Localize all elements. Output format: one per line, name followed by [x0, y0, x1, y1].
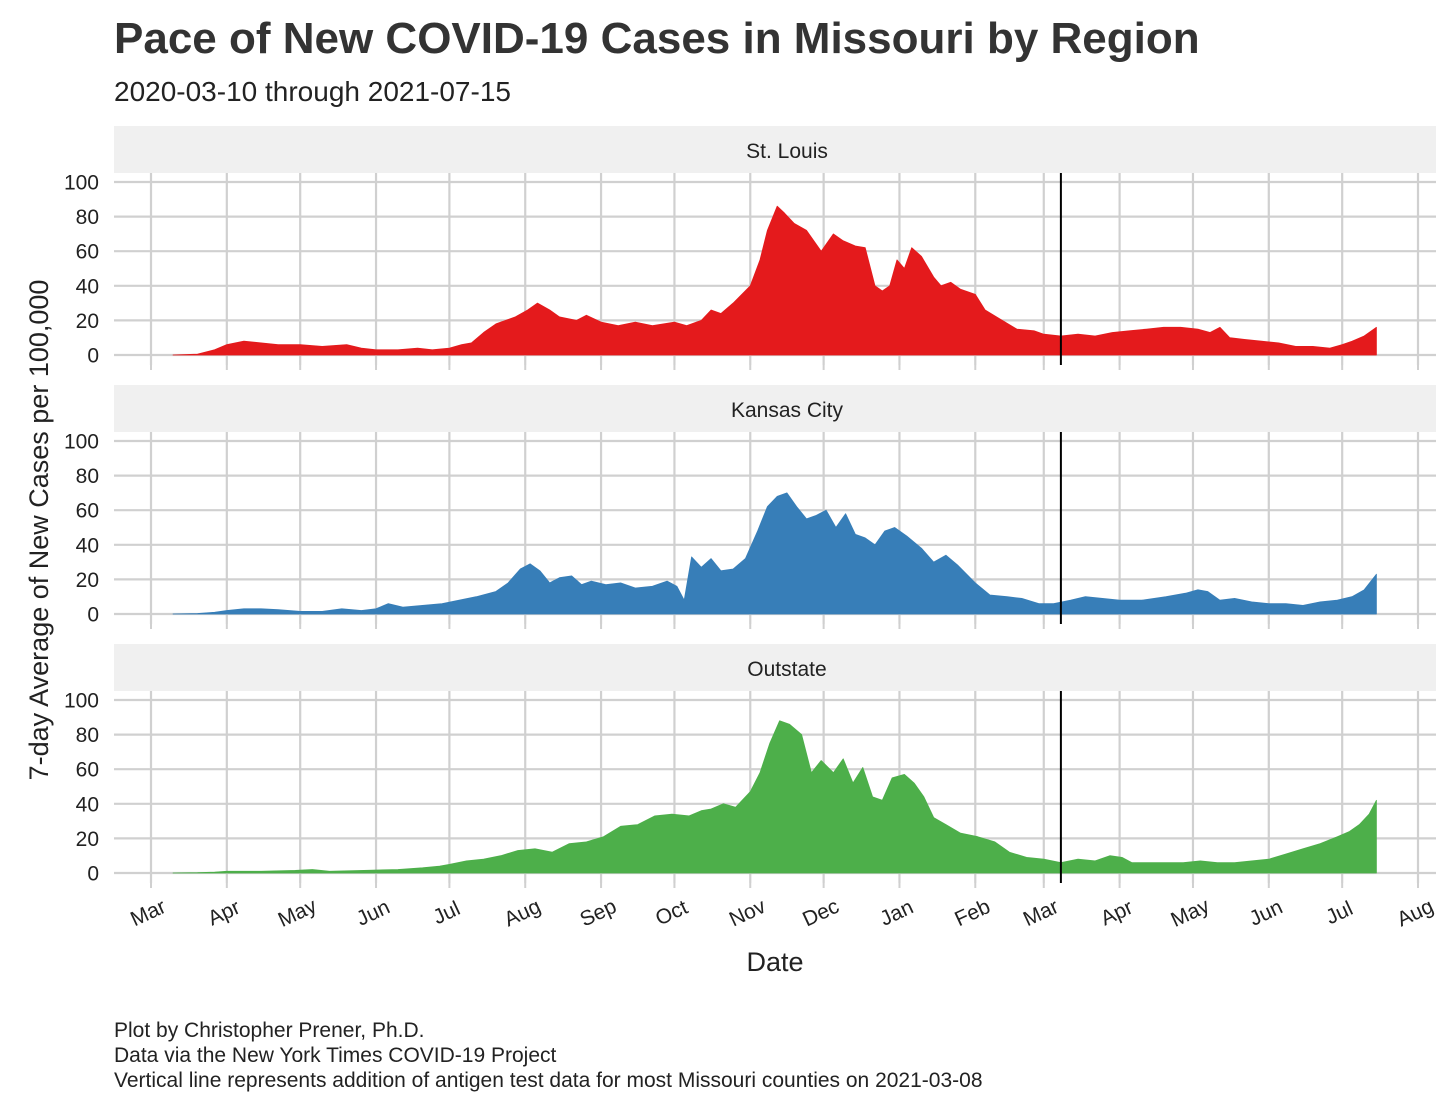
x-tick-label: May	[1167, 894, 1213, 932]
y-tick-label: 60	[76, 500, 99, 523]
x-tick-label: Aug	[501, 895, 545, 932]
x-tick-label: Jan	[877, 896, 917, 931]
y-tick-label: 40	[76, 275, 99, 298]
y-tick-label: 60	[76, 241, 99, 264]
x-tick-label: Jun	[353, 896, 393, 931]
chart-caption: Plot by Christopher Prener, Ph.D. Data v…	[114, 1018, 983, 1093]
y-tick-label: 20	[76, 569, 99, 592]
caption-line-author: Plot by Christopher Prener, Ph.D.	[114, 1019, 425, 1042]
chart-title: Pace of New COVID-19 Cases in Missouri b…	[114, 14, 1200, 63]
y-tick-label: 40	[76, 793, 99, 816]
x-tick-label: May	[275, 894, 321, 932]
x-tick-label: Apr	[1097, 896, 1136, 931]
x-tick-label: Jun	[1246, 896, 1286, 931]
facet-strip	[114, 644, 1436, 691]
y-tick-label: 100	[64, 431, 99, 454]
y-tick-label: 100	[64, 172, 99, 195]
panel-outstate: Outstate 0 20 40 60 80 100	[64, 644, 1436, 888]
y-tick-label: 80	[76, 465, 99, 488]
x-tick-label: Feb	[951, 895, 994, 931]
x-tick-label: Mar	[1020, 895, 1063, 931]
y-tick-label: 40	[76, 534, 99, 557]
y-tick-label: 100	[64, 690, 99, 713]
y-axis-title: 7-day Average of New Cases per 100,000	[24, 280, 54, 781]
y-tick-label: 80	[76, 206, 99, 229]
chart-subtitle: 2020-03-10 through 2021-07-15	[114, 76, 511, 107]
chart-svg: St. Louis 0 20 40 60 80 100 Kansas City 0 20 40 60 8…	[24, 126, 1437, 977]
x-tick-label: Aug	[1393, 895, 1437, 932]
y-tick-label: 80	[76, 724, 99, 747]
area-series-outstate	[172, 720, 1377, 874]
x-tick-label: Apr	[204, 896, 243, 931]
y-tick-label: 60	[76, 759, 99, 782]
caption-line-source: Data via the New York Times COVID-19 Pro…	[114, 1044, 557, 1067]
y-tick-label: 20	[76, 828, 99, 851]
x-tick-label: Jul	[430, 897, 464, 929]
x-tick-label: Oct	[652, 896, 691, 931]
x-tick-label: Mar	[127, 895, 170, 931]
area-series-kansas-city	[172, 492, 1377, 615]
panel-st-louis: St. Louis 0 20 40 60 80 100	[64, 126, 1436, 370]
facet-strip-label: Outstate	[747, 658, 826, 681]
x-tick-label: Jul	[1322, 897, 1356, 929]
area-series-st-louis	[172, 205, 1377, 356]
x-tick-label: Sep	[577, 895, 621, 932]
x-tick-label: Dec	[799, 895, 843, 932]
y-tick-label: 0	[87, 863, 99, 886]
facet-strip-label: St. Louis	[746, 140, 828, 163]
facet-strip	[114, 385, 1436, 432]
caption-line-note: Vertical line represents addition of ant…	[114, 1069, 983, 1092]
y-tick-label: 20	[76, 310, 99, 333]
y-tick-label: 0	[87, 345, 99, 368]
facet-strip-label: Kansas City	[731, 399, 844, 422]
x-tick-label: Nov	[726, 895, 770, 932]
y-tick-label: 0	[87, 604, 99, 627]
facet-strip	[114, 126, 1436, 173]
x-axis-title: Date	[746, 947, 803, 977]
panel-kansas-city: Kansas City 0 20 40 60 80 100	[64, 385, 1436, 629]
